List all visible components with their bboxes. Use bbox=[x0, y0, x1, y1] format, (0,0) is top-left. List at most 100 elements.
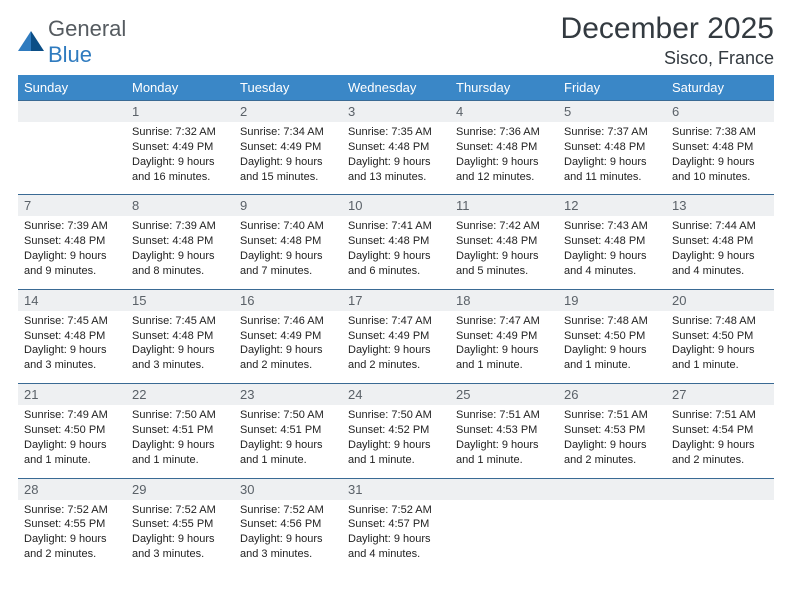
day-info: Sunrise: 7:50 AMSunset: 4:52 PMDaylight:… bbox=[342, 405, 450, 473]
daylight-line: Daylight: 9 hours and 7 minutes. bbox=[240, 249, 336, 279]
day-info: Sunrise: 7:38 AMSunset: 4:48 PMDaylight:… bbox=[666, 122, 774, 190]
sunset-line: Sunset: 4:48 PM bbox=[348, 140, 444, 155]
day-number: 29 bbox=[126, 479, 234, 500]
day-info: Sunrise: 7:35 AMSunset: 4:48 PMDaylight:… bbox=[342, 122, 450, 190]
daylight-line: Daylight: 9 hours and 11 minutes. bbox=[564, 155, 660, 185]
calendar-cell: 16Sunrise: 7:46 AMSunset: 4:49 PMDayligh… bbox=[234, 289, 342, 379]
day-info: Sunrise: 7:47 AMSunset: 4:49 PMDaylight:… bbox=[342, 311, 450, 379]
sunrise-line: Sunrise: 7:52 AM bbox=[348, 503, 444, 518]
sunset-line: Sunset: 4:48 PM bbox=[348, 234, 444, 249]
calendar-week: . 1Sunrise: 7:32 AMSunset: 4:49 PMDaylig… bbox=[18, 100, 774, 190]
sunrise-line: Sunrise: 7:50 AM bbox=[132, 408, 228, 423]
daylight-line: Daylight: 9 hours and 15 minutes. bbox=[240, 155, 336, 185]
calendar-cell: 14Sunrise: 7:45 AMSunset: 4:48 PMDayligh… bbox=[18, 289, 126, 379]
calendar-week: 14Sunrise: 7:45 AMSunset: 4:48 PMDayligh… bbox=[18, 289, 774, 379]
sunset-line: Sunset: 4:53 PM bbox=[564, 423, 660, 438]
daylight-line: Daylight: 9 hours and 10 minutes. bbox=[672, 155, 768, 185]
day-number: 10 bbox=[342, 195, 450, 216]
weekday-header: Wednesday bbox=[342, 75, 450, 100]
sunrise-line: Sunrise: 7:32 AM bbox=[132, 125, 228, 140]
day-number: 22 bbox=[126, 384, 234, 405]
day-info: Sunrise: 7:52 AMSunset: 4:56 PMDaylight:… bbox=[234, 500, 342, 568]
daylight-line: Daylight: 9 hours and 1 minute. bbox=[24, 438, 120, 468]
day-number: 28 bbox=[18, 479, 126, 500]
calendar-cell: 17Sunrise: 7:47 AMSunset: 4:49 PMDayligh… bbox=[342, 289, 450, 379]
sunrise-line: Sunrise: 7:51 AM bbox=[564, 408, 660, 423]
calendar-cell: 1Sunrise: 7:32 AMSunset: 4:49 PMDaylight… bbox=[126, 100, 234, 190]
calendar-cell: 22Sunrise: 7:50 AMSunset: 4:51 PMDayligh… bbox=[126, 383, 234, 473]
day-number: 20 bbox=[666, 290, 774, 311]
daylight-line: Daylight: 9 hours and 2 minutes. bbox=[24, 532, 120, 562]
brand-logo: General Blue bbox=[18, 16, 126, 68]
sunset-line: Sunset: 4:48 PM bbox=[564, 234, 660, 249]
sunset-line: Sunset: 4:48 PM bbox=[24, 329, 120, 344]
sunset-line: Sunset: 4:50 PM bbox=[672, 329, 768, 344]
day-number: 2 bbox=[234, 101, 342, 122]
calendar-cell: 2Sunrise: 7:34 AMSunset: 4:49 PMDaylight… bbox=[234, 100, 342, 190]
day-info: Sunrise: 7:42 AMSunset: 4:48 PMDaylight:… bbox=[450, 216, 558, 284]
calendar-week: 28Sunrise: 7:52 AMSunset: 4:55 PMDayligh… bbox=[18, 478, 774, 568]
calendar-cell: 3Sunrise: 7:35 AMSunset: 4:48 PMDaylight… bbox=[342, 100, 450, 190]
day-info: Sunrise: 7:41 AMSunset: 4:48 PMDaylight:… bbox=[342, 216, 450, 284]
day-info: Sunrise: 7:50 AMSunset: 4:51 PMDaylight:… bbox=[234, 405, 342, 473]
sunrise-line: Sunrise: 7:35 AM bbox=[348, 125, 444, 140]
sunset-line: Sunset: 4:48 PM bbox=[132, 329, 228, 344]
calendar-cell: 5Sunrise: 7:37 AMSunset: 4:48 PMDaylight… bbox=[558, 100, 666, 190]
sunrise-line: Sunrise: 7:48 AM bbox=[672, 314, 768, 329]
day-info: Sunrise: 7:51 AMSunset: 4:53 PMDaylight:… bbox=[558, 405, 666, 473]
day-info: Sunrise: 7:34 AMSunset: 4:49 PMDaylight:… bbox=[234, 122, 342, 190]
sunset-line: Sunset: 4:48 PM bbox=[456, 234, 552, 249]
sunrise-line: Sunrise: 7:51 AM bbox=[456, 408, 552, 423]
daylight-line: Daylight: 9 hours and 12 minutes. bbox=[456, 155, 552, 185]
day-info: Sunrise: 7:48 AMSunset: 4:50 PMDaylight:… bbox=[666, 311, 774, 379]
day-info: Sunrise: 7:47 AMSunset: 4:49 PMDaylight:… bbox=[450, 311, 558, 379]
daylight-line: Daylight: 9 hours and 3 minutes. bbox=[240, 532, 336, 562]
day-info: Sunrise: 7:52 AMSunset: 4:55 PMDaylight:… bbox=[126, 500, 234, 568]
sunset-line: Sunset: 4:48 PM bbox=[24, 234, 120, 249]
calendar-table: SundayMondayTuesdayWednesdayThursdayFrid… bbox=[18, 75, 774, 568]
sunrise-line: Sunrise: 7:38 AM bbox=[672, 125, 768, 140]
day-number: 16 bbox=[234, 290, 342, 311]
weekday-header: Thursday bbox=[450, 75, 558, 100]
sunset-line: Sunset: 4:51 PM bbox=[240, 423, 336, 438]
calendar-cell: 23Sunrise: 7:50 AMSunset: 4:51 PMDayligh… bbox=[234, 383, 342, 473]
sunset-line: Sunset: 4:49 PM bbox=[456, 329, 552, 344]
sunset-line: Sunset: 4:50 PM bbox=[24, 423, 120, 438]
day-info: Sunrise: 7:48 AMSunset: 4:50 PMDaylight:… bbox=[558, 311, 666, 379]
sunset-line: Sunset: 4:56 PM bbox=[240, 517, 336, 532]
day-number: . bbox=[666, 479, 774, 500]
sunrise-line: Sunrise: 7:37 AM bbox=[564, 125, 660, 140]
daylight-line: Daylight: 9 hours and 9 minutes. bbox=[24, 249, 120, 279]
sunrise-line: Sunrise: 7:39 AM bbox=[24, 219, 120, 234]
calendar-cell: 26Sunrise: 7:51 AMSunset: 4:53 PMDayligh… bbox=[558, 383, 666, 473]
daylight-line: Daylight: 9 hours and 1 minute. bbox=[672, 343, 768, 373]
day-info: Sunrise: 7:50 AMSunset: 4:51 PMDaylight:… bbox=[126, 405, 234, 473]
calendar-cell: 8Sunrise: 7:39 AMSunset: 4:48 PMDaylight… bbox=[126, 194, 234, 284]
day-number: 31 bbox=[342, 479, 450, 500]
day-number: . bbox=[450, 479, 558, 500]
day-number: 23 bbox=[234, 384, 342, 405]
day-info: Sunrise: 7:40 AMSunset: 4:48 PMDaylight:… bbox=[234, 216, 342, 284]
sunset-line: Sunset: 4:48 PM bbox=[456, 140, 552, 155]
daylight-line: Daylight: 9 hours and 3 minutes. bbox=[24, 343, 120, 373]
calendar-cell: 28Sunrise: 7:52 AMSunset: 4:55 PMDayligh… bbox=[18, 478, 126, 568]
weekday-header: Friday bbox=[558, 75, 666, 100]
daylight-line: Daylight: 9 hours and 4 minutes. bbox=[672, 249, 768, 279]
daylight-line: Daylight: 9 hours and 4 minutes. bbox=[348, 532, 444, 562]
calendar-cell: 9Sunrise: 7:40 AMSunset: 4:48 PMDaylight… bbox=[234, 194, 342, 284]
day-number: 27 bbox=[666, 384, 774, 405]
day-number: 18 bbox=[450, 290, 558, 311]
day-number: 19 bbox=[558, 290, 666, 311]
day-info: Sunrise: 7:44 AMSunset: 4:48 PMDaylight:… bbox=[666, 216, 774, 284]
calendar-cell: 20Sunrise: 7:48 AMSunset: 4:50 PMDayligh… bbox=[666, 289, 774, 379]
header: General Blue December 2025 Sisco, France bbox=[18, 12, 774, 69]
logo-icon bbox=[18, 29, 44, 56]
sunrise-line: Sunrise: 7:48 AM bbox=[564, 314, 660, 329]
daylight-line: Daylight: 9 hours and 2 minutes. bbox=[348, 343, 444, 373]
daylight-line: Daylight: 9 hours and 16 minutes. bbox=[132, 155, 228, 185]
calendar-cell: 7Sunrise: 7:39 AMSunset: 4:48 PMDaylight… bbox=[18, 194, 126, 284]
calendar-cell: . bbox=[450, 478, 558, 568]
sunrise-line: Sunrise: 7:34 AM bbox=[240, 125, 336, 140]
day-info: Sunrise: 7:51 AMSunset: 4:53 PMDaylight:… bbox=[450, 405, 558, 473]
daylight-line: Daylight: 9 hours and 1 minute. bbox=[456, 438, 552, 468]
